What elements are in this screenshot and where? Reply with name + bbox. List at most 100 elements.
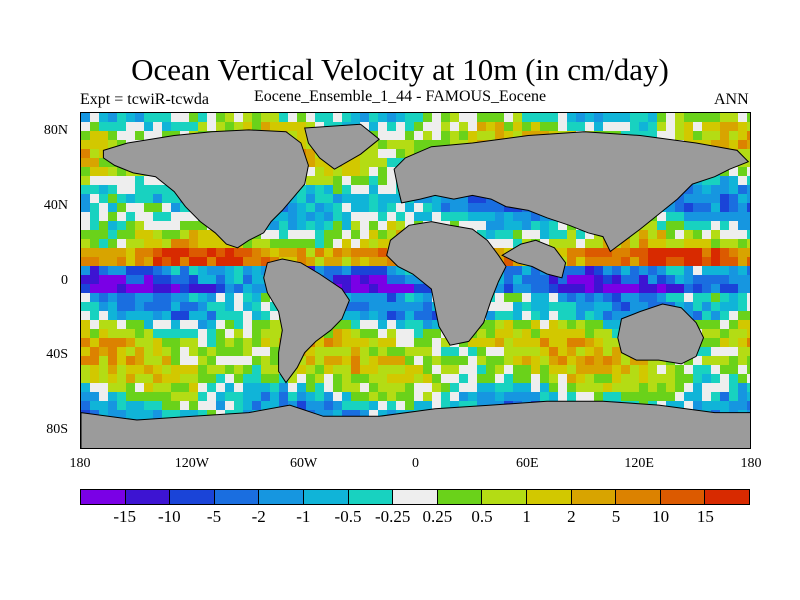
ocean-cell bbox=[171, 329, 181, 339]
ocean-cell bbox=[531, 221, 541, 231]
ocean-cell bbox=[333, 356, 343, 366]
ocean-cell bbox=[252, 374, 262, 384]
ocean-cell bbox=[576, 239, 586, 249]
ocean-cell bbox=[531, 122, 541, 132]
ocean-cell bbox=[405, 338, 415, 348]
ocean-cell bbox=[81, 212, 91, 222]
ocean-cell bbox=[720, 140, 730, 150]
ocean-cell bbox=[171, 410, 181, 420]
ocean-cell bbox=[477, 329, 487, 339]
ocean-cell bbox=[747, 140, 750, 150]
ocean-cell bbox=[738, 257, 748, 267]
ocean-cell bbox=[225, 383, 235, 393]
ocean-cell bbox=[378, 320, 388, 330]
ocean-cell bbox=[711, 302, 721, 312]
ocean-cell bbox=[504, 347, 514, 357]
ocean-cell bbox=[360, 221, 370, 231]
ocean-cell bbox=[324, 266, 334, 276]
ocean-cell bbox=[333, 257, 343, 267]
ocean-cell bbox=[189, 275, 199, 285]
ocean-cell bbox=[162, 194, 172, 204]
landmass-eurasia bbox=[393, 131, 750, 253]
ocean-cell bbox=[198, 293, 208, 303]
ocean-cell bbox=[360, 410, 370, 420]
ocean-cell bbox=[396, 284, 406, 294]
ocean-cell bbox=[576, 266, 586, 276]
ocean-cell bbox=[306, 239, 316, 249]
ocean-cell bbox=[99, 113, 109, 123]
ocean-cell bbox=[459, 383, 469, 393]
ocean-cell bbox=[459, 212, 469, 222]
ocean-cell bbox=[216, 383, 226, 393]
colorbar-label: 2 bbox=[567, 507, 576, 526]
ocean-cell bbox=[216, 302, 226, 312]
ocean-cell bbox=[315, 383, 325, 393]
ocean-cell bbox=[126, 230, 136, 240]
ocean-cell bbox=[99, 383, 109, 393]
ocean-cell bbox=[450, 203, 460, 213]
ocean-cell bbox=[441, 401, 451, 411]
ocean-cell bbox=[693, 212, 703, 222]
ocean-cell bbox=[117, 329, 127, 339]
colorbar-label: 10 bbox=[652, 507, 670, 526]
ocean-cell bbox=[324, 239, 334, 249]
ocean-cell bbox=[396, 302, 406, 312]
colorbar-label: -10 bbox=[157, 507, 181, 526]
ocean-cell bbox=[495, 293, 505, 303]
ocean-cell bbox=[171, 212, 181, 222]
ocean-cell bbox=[162, 113, 172, 123]
ocean-cell bbox=[270, 320, 280, 330]
ocean-cell bbox=[180, 230, 190, 240]
ocean-cell bbox=[153, 212, 163, 222]
ocean-cell bbox=[369, 365, 379, 375]
ocean-cell bbox=[423, 338, 433, 348]
ocean-cell bbox=[675, 203, 685, 213]
ocean-cell bbox=[225, 293, 235, 303]
ocean-cell bbox=[189, 239, 199, 249]
ocean-cell bbox=[162, 122, 172, 132]
ocean-cell bbox=[135, 113, 145, 123]
ocean-cell bbox=[360, 149, 370, 159]
ocean-cell bbox=[711, 239, 721, 249]
ocean-cell bbox=[558, 248, 568, 258]
ocean-cell bbox=[135, 203, 145, 213]
ocean-cell bbox=[639, 392, 649, 402]
ocean-cell bbox=[684, 392, 694, 402]
ocean-cell bbox=[378, 356, 388, 366]
ocean-cell bbox=[540, 293, 550, 303]
ocean-cell bbox=[90, 212, 100, 222]
ocean-cell bbox=[405, 140, 415, 150]
ocean-cell bbox=[135, 383, 145, 393]
ocean-cell bbox=[153, 356, 163, 366]
ocean-cell bbox=[324, 329, 334, 339]
ocean-cell bbox=[288, 212, 298, 222]
ocean-cell bbox=[351, 383, 361, 393]
ocean-cell bbox=[684, 302, 694, 312]
ocean-cell bbox=[252, 113, 262, 123]
ocean-cell bbox=[702, 113, 712, 123]
ocean-cell bbox=[693, 266, 703, 276]
ocean-cell bbox=[549, 113, 559, 123]
ocean-cell bbox=[234, 275, 244, 285]
ocean-cell bbox=[639, 374, 649, 384]
ocean-cell bbox=[711, 374, 721, 384]
ocean-cell bbox=[288, 131, 298, 141]
ocean-cell bbox=[297, 221, 307, 231]
ocean-cell bbox=[495, 302, 505, 312]
ocean-cell bbox=[135, 239, 145, 249]
ocean-cell bbox=[630, 122, 640, 132]
ocean-cell bbox=[423, 347, 433, 357]
ocean-cell bbox=[333, 374, 343, 384]
ocean-cell bbox=[405, 374, 415, 384]
ocean-cell bbox=[81, 347, 91, 357]
ocean-cell bbox=[729, 284, 739, 294]
ocean-cell bbox=[99, 194, 109, 204]
ocean-cell bbox=[468, 383, 478, 393]
ocean-cell bbox=[135, 365, 145, 375]
ocean-cell bbox=[414, 374, 424, 384]
ocean-cell bbox=[297, 356, 307, 366]
ocean-cell bbox=[396, 311, 406, 321]
ocean-cell bbox=[126, 374, 136, 384]
ocean-cell bbox=[423, 392, 433, 402]
ocean-cell bbox=[180, 311, 190, 321]
